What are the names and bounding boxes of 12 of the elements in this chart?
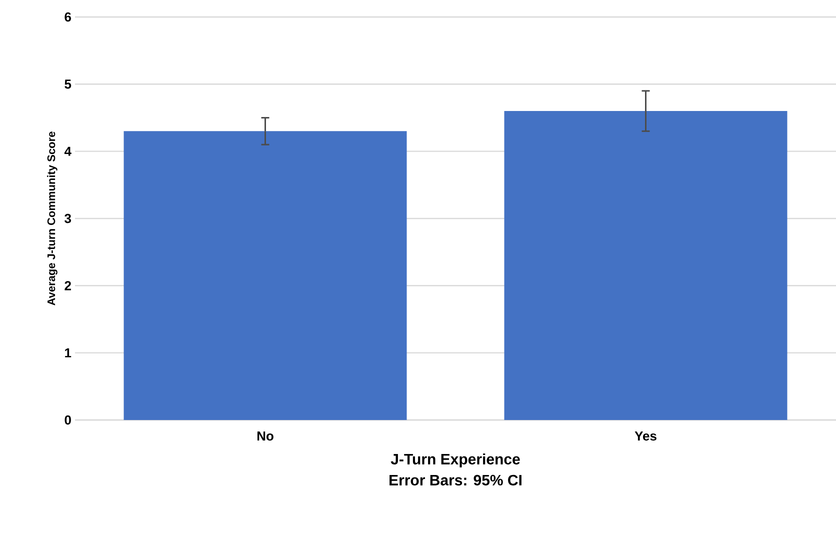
x-tick-label: Yes bbox=[634, 432, 656, 441]
y-tick-label: 0 bbox=[64, 415, 71, 425]
y-axis-title: Average J-turn Community Score bbox=[47, 132, 58, 306]
y-tick-label: 5 bbox=[64, 80, 72, 89]
x-axis-title: J-Turn Experience bbox=[390, 453, 520, 468]
y-tick-label: 3 bbox=[64, 214, 72, 224]
x-tick-label: No bbox=[257, 432, 274, 441]
y-tick-label: 4 bbox=[64, 146, 72, 156]
text: Error Bars: 95% CI bbox=[390, 474, 522, 486]
y-tick-label: 6 bbox=[64, 12, 72, 22]
y-tick-label: 1 bbox=[65, 348, 72, 358]
y-tick-label: 2 bbox=[64, 281, 71, 290]
